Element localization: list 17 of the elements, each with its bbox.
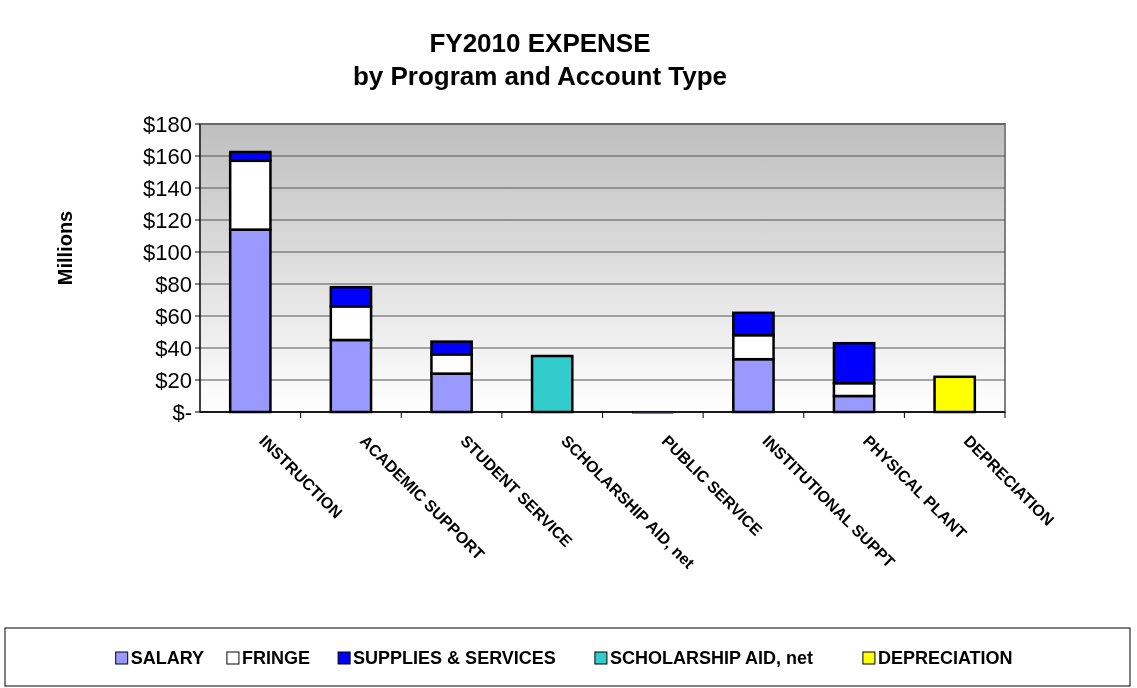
legend-label: FRINGE (241, 648, 310, 669)
y-tick-label: $180 (143, 111, 192, 137)
y-tick-label: $80 (155, 271, 192, 297)
y-tick-label: $20 (155, 367, 192, 393)
y-tick-label: $- (172, 399, 192, 425)
y-tick-label: $160 (143, 143, 192, 169)
y-tick-label: $100 (143, 239, 192, 265)
y-axis-title: Millions (54, 210, 76, 286)
legend-label: DEPRECIATION (877, 648, 1013, 669)
y-tick-label: $140 (143, 175, 192, 201)
legend-label: SCHOLARSHIP AID, net (609, 648, 813, 669)
y-tick-label: $40 (155, 335, 192, 361)
y-tick-label: $60 (155, 303, 192, 329)
legend-label: SUPPLIES & SERVICES (353, 648, 556, 669)
y-tick-label: $120 (143, 207, 192, 233)
legend-label: SALARY (130, 648, 205, 669)
chart-title: FY2010 EXPENSE by Program and Account Type (352, 28, 728, 91)
